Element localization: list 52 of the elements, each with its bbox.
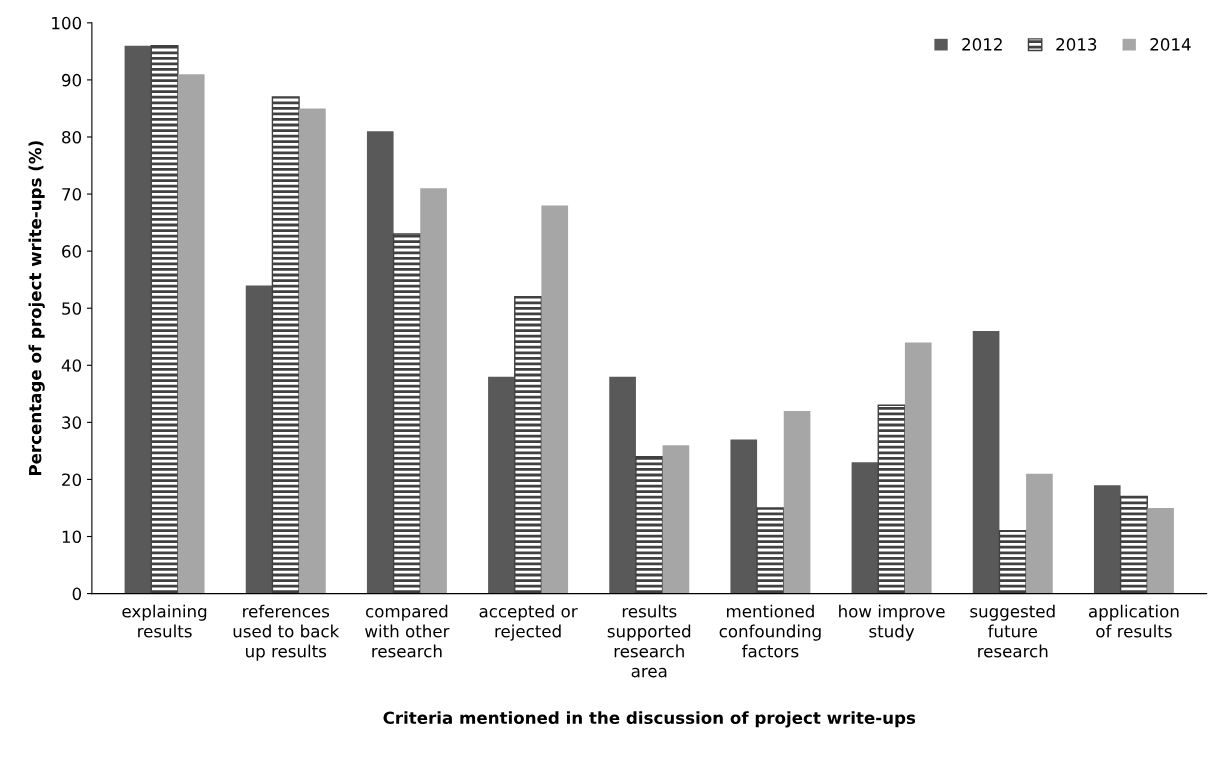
bar	[271, 96, 300, 594]
bar	[124, 45, 152, 594]
x-tick-label: how improve study	[839, 604, 945, 641]
bar	[1147, 507, 1174, 594]
y-tick-label: 30	[62, 416, 82, 429]
bar	[609, 376, 636, 594]
x-tick-label: application of results	[1088, 604, 1179, 638]
bar	[392, 233, 421, 594]
x-tick-label: results supported research area	[607, 604, 691, 678]
bar	[299, 108, 326, 594]
x-axis-title: Criteria mentioned in the discussion of project write-ups	[383, 711, 916, 728]
bar	[541, 205, 569, 594]
bar	[635, 455, 664, 594]
bar	[783, 410, 811, 594]
bar	[1026, 473, 1053, 594]
legend-label: 2012	[962, 38, 1002, 51]
bar	[488, 376, 515, 594]
bar	[150, 44, 179, 594]
bar	[998, 530, 1027, 594]
legend-label: 2014	[1150, 38, 1191, 51]
y-tick-label: 80	[62, 130, 82, 144]
x-tick-label: explaining results	[122, 604, 207, 638]
bar	[730, 439, 758, 594]
y-tick-label: 40	[61, 359, 82, 372]
y-tick-label: 50	[62, 302, 82, 315]
bar	[756, 507, 785, 594]
y-axis-title: Percentage of project write-ups (%)	[28, 141, 45, 476]
bar	[904, 342, 932, 594]
bar	[420, 188, 447, 594]
x-tick-label: mentioned confounding factors	[719, 604, 821, 658]
x-tick-label: accepted or rejected	[479, 604, 578, 641]
bar	[245, 285, 273, 594]
x-tick-label: suggested future research	[970, 604, 1055, 658]
x-tick-label: compared with other research	[365, 604, 450, 658]
legend-label: 2013	[1056, 38, 1097, 51]
y-tick-label: 10	[62, 530, 82, 544]
x-tick-label: references used to back up results	[233, 604, 340, 661]
bar	[662, 445, 690, 594]
y-tick-label: 60	[62, 245, 82, 258]
bar	[1093, 485, 1121, 594]
y-tick-label: 20	[62, 473, 82, 486]
bar	[177, 74, 205, 594]
bar	[514, 296, 543, 594]
bar	[1119, 495, 1148, 594]
y-tick-label: 0	[72, 587, 82, 601]
y-tick-label: 70	[62, 188, 82, 201]
y-tick-label: 90	[61, 73, 82, 87]
bar	[851, 462, 879, 594]
y-tick-label: 100	[52, 16, 82, 30]
bar	[877, 404, 906, 594]
bar	[972, 331, 1000, 594]
bar	[366, 131, 394, 594]
